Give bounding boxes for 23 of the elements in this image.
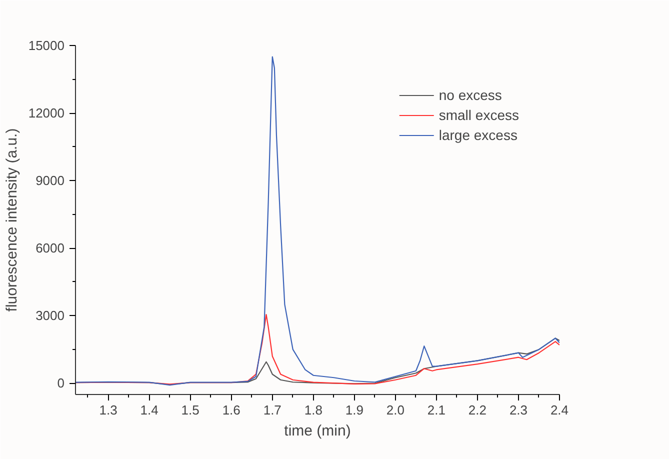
x-tick-label: 2.1 <box>427 402 446 418</box>
legend-label: no excess <box>438 87 502 103</box>
y-tick-label: 3000 <box>36 308 64 324</box>
y-axis-title: fluorescence intensity (a.u.) <box>3 128 20 312</box>
legend-label: small excess <box>438 107 519 123</box>
x-tick-label: 1.8 <box>304 402 322 418</box>
x-tick-label: 2.4 <box>550 402 569 418</box>
y-tick-label: 15000 <box>28 38 65 53</box>
x-tick-label: 1.6 <box>222 402 240 418</box>
legend-label: large excess <box>438 127 518 143</box>
x-tick-label: 2.2 <box>468 402 487 418</box>
x-tick-label: 1.5 <box>181 402 200 418</box>
y-tick-label: 12000 <box>28 106 65 121</box>
x-tick-label: 2.0 <box>386 402 404 418</box>
y-tick-label: 0 <box>57 376 65 391</box>
x-tick-label: 1.4 <box>140 402 158 418</box>
x-axis-title: time (min) <box>284 422 351 440</box>
x-tick-label: 1.7 <box>263 402 282 418</box>
x-tick-label: 2.3 <box>509 402 528 418</box>
x-tick-label: 1.9 <box>345 402 364 418</box>
y-tick-label: 9000 <box>36 173 64 188</box>
x-tick-label: 1.3 <box>99 402 118 418</box>
y-tick-label: 6000 <box>36 240 64 256</box>
